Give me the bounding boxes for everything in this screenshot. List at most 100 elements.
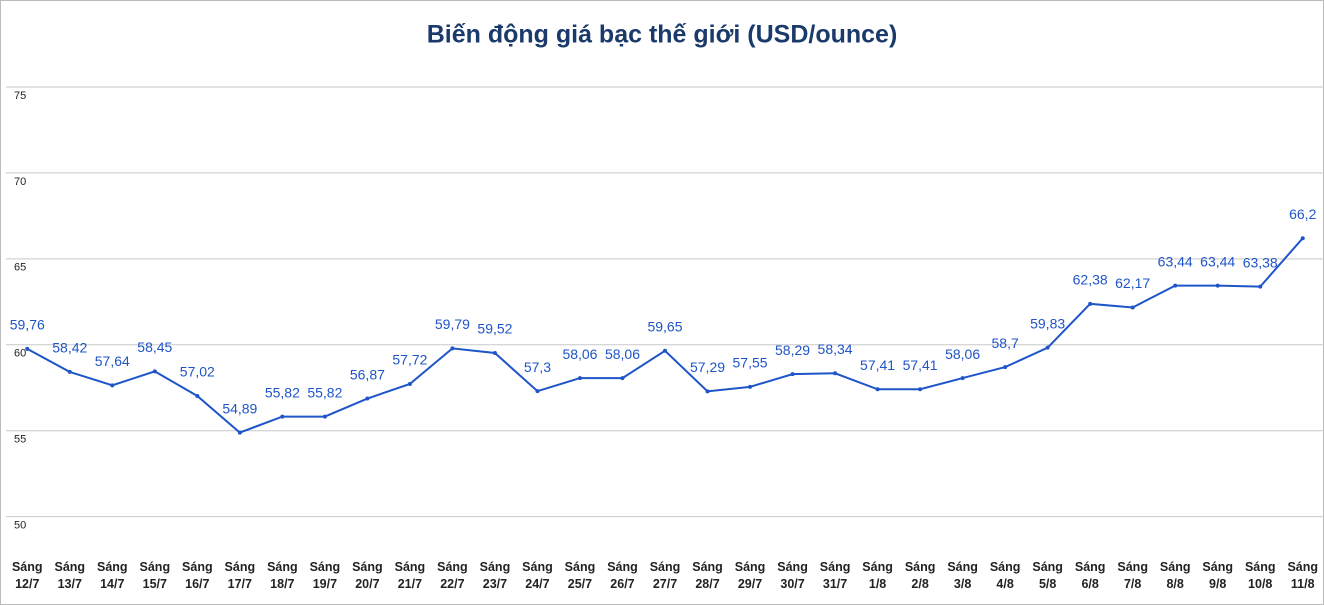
x-tick-label: Sáng 19/7 [309, 560, 341, 591]
data-label: 58,45 [137, 339, 172, 355]
x-tick-label: Sáng 12/7 [11, 560, 43, 591]
point [577, 376, 582, 381]
y-tick-label: 50 [14, 520, 26, 532]
x-tick-label: Sáng 9/8 [1202, 560, 1233, 591]
data-label: 58,7 [992, 335, 1019, 351]
data-label: 58,34 [818, 341, 853, 357]
point [620, 376, 625, 381]
data-label: 66,2 [1289, 206, 1316, 222]
point [535, 389, 540, 394]
y-tick-label: 75 [14, 90, 26, 102]
data-label: 58,06 [605, 346, 640, 362]
chart-title: Biến động giá bạc thế giới (USD/ounce) [427, 21, 898, 49]
x-tick-label: Sáng 14/7 [97, 560, 128, 591]
y-tick-label: 55 [14, 434, 26, 446]
point [1215, 283, 1220, 288]
data-label: 57,41 [903, 357, 938, 373]
x-tick-label: Sáng 5/8 [1032, 560, 1063, 591]
point [67, 369, 72, 374]
x-tick-label: Sáng 6/8 [1074, 560, 1106, 591]
x-tick-label: Sáng 25/7 [564, 560, 596, 591]
x-tick-label: Sáng 17/7 [224, 560, 256, 591]
data-label: 55,82 [307, 384, 342, 400]
point [1258, 284, 1263, 289]
x-tick-label: Sáng 28/7 [692, 560, 723, 591]
point [1088, 301, 1093, 306]
point [960, 376, 965, 381]
x-tick-label: Sáng 3/8 [947, 560, 978, 591]
point [450, 346, 455, 351]
data-label: 58,42 [52, 340, 87, 356]
data-label: 57,41 [860, 357, 895, 373]
data-label: 59,76 [10, 317, 45, 333]
data-label: 59,83 [1030, 315, 1065, 331]
point [492, 351, 497, 355]
x-tick-label: Sáng 10/8 [1244, 560, 1276, 591]
y-tick-label: 65 [14, 262, 26, 274]
point [322, 414, 327, 419]
x-tick-label: Sáng 30/7 [777, 560, 808, 591]
data-label: 57,64 [95, 353, 130, 369]
x-tick-label: Sáng 29/7 [734, 560, 766, 591]
point [25, 346, 30, 351]
point [833, 371, 838, 376]
line [26, 237, 1304, 434]
x-tick-label: Sáng 26/7 [607, 560, 638, 591]
data-label: 63,44 [1158, 253, 1193, 269]
data-label: 57,29 [690, 359, 725, 375]
data-label: 58,06 [945, 346, 980, 362]
data-label: 57,72 [392, 352, 427, 368]
x-tick-label: Sáng 18/7 [267, 560, 298, 591]
x-tick-label: Sáng 20/7 [352, 560, 383, 591]
point [918, 387, 923, 392]
y-tick-label: 60 [14, 348, 26, 360]
data-label: 59,65 [647, 318, 682, 334]
data-label: 57,55 [733, 355, 768, 371]
point [790, 372, 795, 377]
x-tick-label: Sáng 24/7 [522, 560, 553, 591]
point [705, 389, 710, 394]
data-label: 62,38 [1073, 272, 1108, 288]
data-label: 57,02 [180, 364, 215, 380]
point [152, 369, 157, 374]
point [1173, 283, 1178, 288]
x-tick-label: Sáng 23/7 [479, 560, 511, 591]
point [1300, 236, 1305, 241]
data-label: 57,3 [524, 359, 551, 375]
point [195, 393, 200, 398]
data-label: 55,82 [265, 384, 300, 400]
data-label: 58,06 [562, 346, 597, 362]
data-label: 59,52 [477, 321, 512, 337]
point [1003, 365, 1008, 370]
point [110, 383, 115, 388]
x-tick-label: Sáng 4/8 [989, 560, 1021, 591]
point [663, 348, 667, 353]
x-tick-label: Sáng 15/7 [139, 560, 171, 591]
x-tick-label: Sáng 16/7 [182, 560, 213, 591]
x-tick-label: Sáng 22/7 [437, 560, 468, 591]
data-label: 58,29 [775, 342, 810, 358]
data-label: 59,79 [435, 316, 470, 332]
point [875, 387, 880, 392]
x-tick-label: Sáng 31/7 [819, 560, 851, 591]
data-label: 63,38 [1243, 254, 1278, 270]
data-label: 56,87 [350, 366, 385, 382]
x-tick-label: Sáng 1/8 [862, 560, 893, 591]
point [365, 396, 370, 401]
data-label: 63,44 [1200, 253, 1235, 269]
x-tick-label: Sáng 2/8 [904, 560, 936, 591]
point [407, 381, 412, 386]
point [748, 384, 753, 389]
data-label: 62,17 [1115, 275, 1150, 291]
x-tick-label: Sáng 13/7 [54, 560, 86, 591]
point [280, 414, 285, 419]
x-tick-label: Sáng 21/7 [394, 560, 426, 591]
point [1045, 345, 1050, 350]
y-tick-label: 70 [14, 176, 26, 188]
x-tick-label: Sáng 8/8 [1159, 560, 1191, 591]
x-tick-label: Sáng 27/7 [649, 560, 681, 591]
x-tick-label: Sáng 7/8 [1117, 560, 1148, 591]
